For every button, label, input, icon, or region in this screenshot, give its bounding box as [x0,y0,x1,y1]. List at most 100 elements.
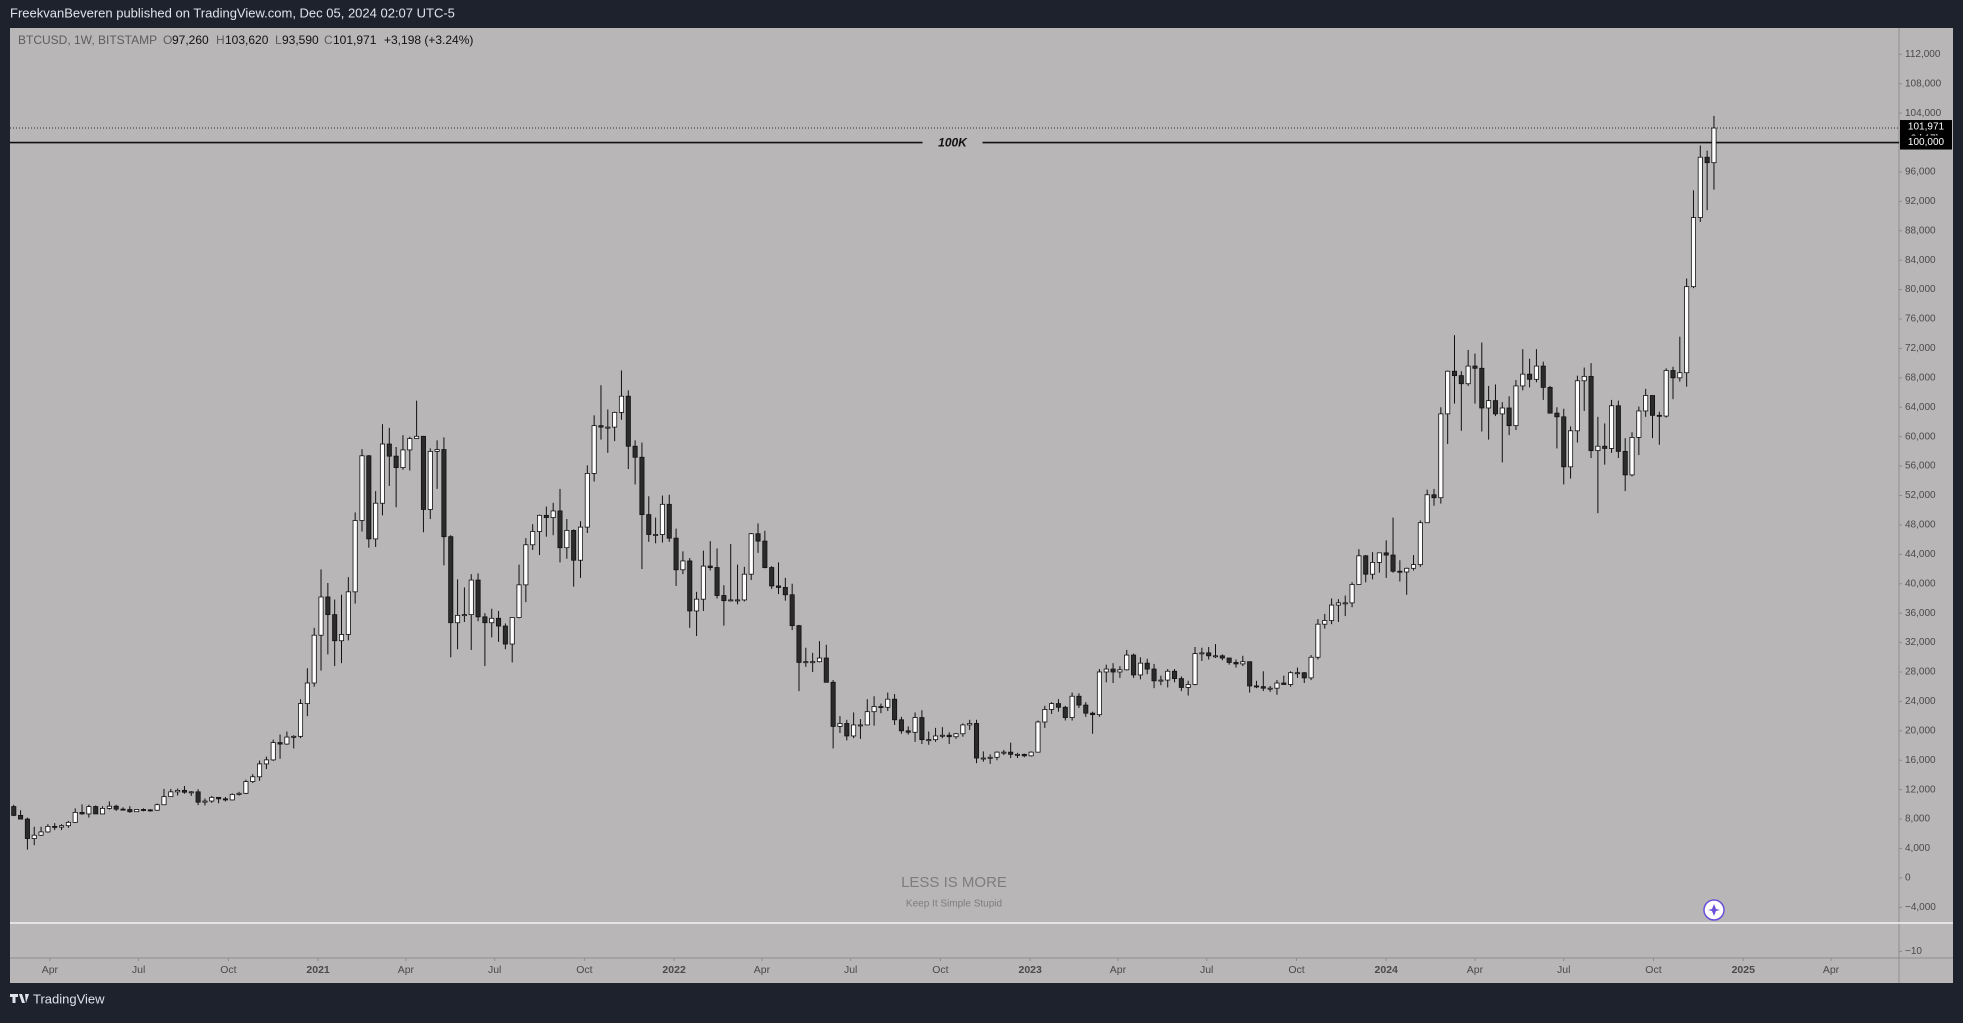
candle-body [345,591,351,635]
candle-body [1035,721,1041,753]
candle-body [134,809,140,813]
candle-body [72,812,78,823]
candle-body [1028,751,1034,757]
candle-body [1622,450,1628,476]
candle-body [953,733,959,738]
symbol: BTCUSD, 1W, BITSTAMP [18,33,157,47]
candle-body [816,657,822,663]
candle-body [864,711,870,726]
footer-brand[interactable]: TradingView [10,991,105,1006]
brand-name[interactable]: TradingView [33,991,105,1006]
candle-body [612,412,618,428]
candle-body [605,426,611,429]
candle-body [1547,387,1553,414]
candle-body [1609,405,1615,449]
y-tick-label: 56,000 [1905,461,1936,472]
add-icon[interactable] [1703,899,1725,921]
candle-body [898,719,904,732]
candle-body [769,567,775,587]
candle-body [625,395,631,447]
candle-body [1158,679,1164,682]
candle-body [1322,620,1328,625]
candle-body [946,734,952,738]
candle-body [332,614,338,642]
candle-body [530,531,536,546]
add-icon-star[interactable] [1708,904,1720,916]
candle-body [1165,670,1171,681]
candle-body [796,625,802,663]
candle-body [1274,682,1280,689]
candle-body [789,594,795,627]
x-tick-label: 2023 [1019,964,1043,976]
candle-body [1103,668,1109,673]
candle-body [564,530,570,549]
brand-logo[interactable] [10,994,29,1003]
candle-body [728,599,734,602]
candle-body [584,473,590,528]
candle-body [1288,672,1294,685]
candle-body [455,614,461,624]
legend: BTCUSD, 1W, BITSTAMP O 97,260 H 103,620 … [18,33,473,47]
x-tick-label: Jul [132,964,145,976]
candle-body [1472,365,1478,369]
candle-body [1458,375,1464,385]
candle-body [414,435,420,439]
candle-body [994,751,1000,758]
o-label: O [163,33,172,47]
candle-body [1411,564,1417,569]
x-tick-label: Apr [1467,964,1484,976]
candle-body [1404,567,1410,573]
candle-body [448,536,454,624]
candle-body [1226,657,1232,663]
candle-body [475,579,481,618]
candle-body [1055,703,1061,708]
candle-body [748,533,754,575]
candle-body [1513,385,1519,427]
c-label: C [324,33,333,47]
candle-body [489,617,495,624]
candle-body [1554,412,1560,418]
candle-body [120,808,126,811]
candle-body [1684,286,1690,374]
candle-body [775,585,782,588]
candle-body [571,530,577,561]
candle-body [1206,652,1212,657]
candle-body [468,579,474,616]
candle-body [1096,671,1102,716]
candle-body [1656,414,1662,417]
candle-body [509,617,515,645]
x-tick-label: Oct [932,964,948,976]
candle-body [140,809,147,811]
candle-body [933,735,939,741]
candle-body [1308,656,1314,679]
x-tick-label: Jul [1200,964,1213,976]
y-tick-label: 72,000 [1905,343,1936,354]
candle-body [11,806,17,816]
candle-body [1643,395,1649,412]
candle-body [1356,555,1362,585]
candle-body [18,814,24,820]
candle-body [653,534,659,536]
candle-body [543,514,549,518]
y-tick-label: 88,000 [1905,225,1936,236]
watermark-title: LESS IS MORE [901,874,1007,891]
candle-body [1540,365,1546,388]
candle-body [1233,662,1239,665]
candle-body [1076,695,1082,706]
x-tick-label: Oct [576,964,592,976]
hline-label: 100K [938,136,968,150]
candle-body [1636,410,1642,438]
candle-body [1212,655,1219,658]
candle-body [86,806,92,815]
candle-body [1294,672,1300,675]
candle-body [803,661,809,664]
y-tick-label: 52,000 [1905,490,1936,501]
y-tick-label: 32,000 [1905,637,1936,648]
candle-body [407,438,413,451]
candle-body [482,616,488,624]
candle-body [1629,437,1635,476]
candle-body [618,395,624,413]
candle-body [100,807,106,815]
y-tick-label: 48,000 [1905,520,1936,531]
candle-body [298,703,304,737]
